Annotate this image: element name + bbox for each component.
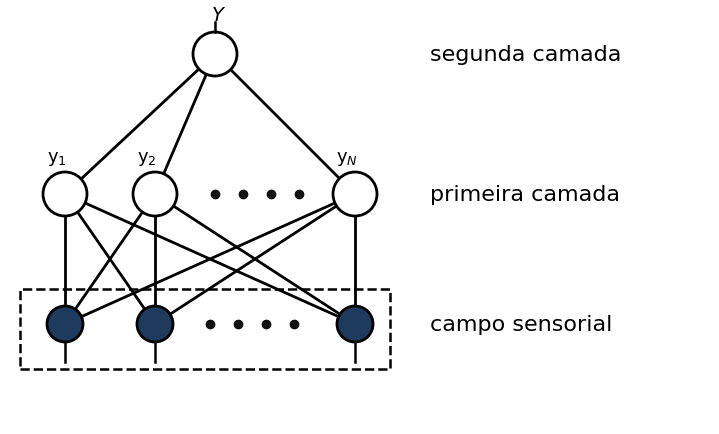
Text: y$_2$: y$_2$ [137,150,157,168]
Text: Y: Y [212,6,224,25]
Circle shape [333,173,377,217]
Circle shape [133,173,177,217]
Circle shape [193,33,237,77]
Circle shape [47,306,83,342]
Text: segunda camada: segunda camada [430,45,621,65]
Text: y$_1$: y$_1$ [47,150,67,168]
Circle shape [43,173,87,217]
Bar [20,289,390,369]
Circle shape [337,306,373,342]
Circle shape [137,306,173,342]
Text: primeira camada: primeira camada [430,184,620,204]
Text: y$_N$: y$_N$ [336,150,358,168]
Text: campo sensorial: campo sensorial [430,314,613,334]
